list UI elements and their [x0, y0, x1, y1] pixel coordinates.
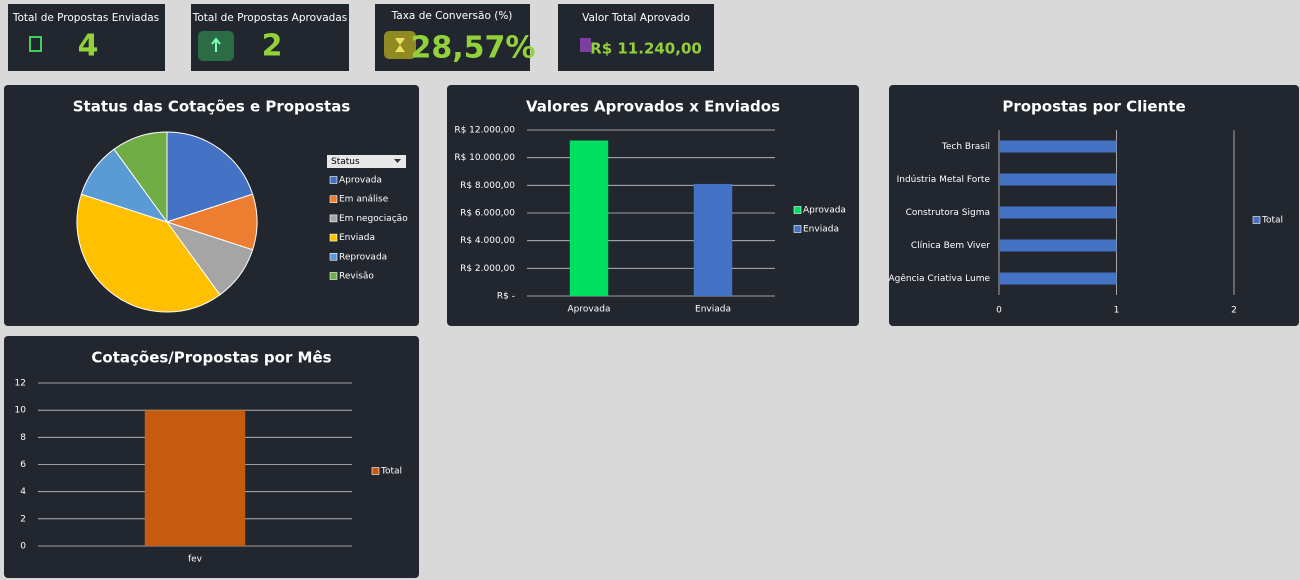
x-tick-label: Enviada — [695, 305, 731, 315]
x-tick-label: fev — [188, 555, 203, 565]
chart-title: Propostas por Cliente — [1002, 98, 1185, 116]
kpi-card: Valor Total Aprovado R$ 11.240,00 — [558, 4, 714, 71]
legend-swatch — [329, 253, 338, 261]
bar — [999, 272, 1117, 285]
bar — [144, 410, 246, 546]
y-tick-label: 0 — [20, 542, 26, 552]
legend-label: Total — [380, 467, 402, 477]
legend-swatch — [793, 225, 802, 233]
y-tick-label: Agência Criativa Lume — [888, 273, 990, 284]
kpi-icon-arrow — [211, 37, 221, 52]
kpi-value: R$ 11.240,00 — [590, 40, 702, 58]
y-tick-label: R$ - — [497, 292, 515, 302]
kpi-label: Taxa de Conversão (%) — [391, 10, 513, 22]
legend-label: Em análise — [339, 195, 389, 205]
card-background — [558, 4, 714, 71]
y-tick-label: R$ 10.000,00 — [454, 153, 515, 163]
bar — [999, 173, 1117, 186]
kpi-card: Total de Propostas Aprovadas 2 — [191, 4, 349, 71]
kpi-card: Taxa de Conversão (%) 28,57% — [375, 4, 535, 71]
chart-title: Cotações/Propostas por Mês — [91, 349, 331, 367]
kpi-icon — [29, 36, 42, 52]
y-tick-label: 10 — [15, 406, 27, 416]
y-tick-label: R$ 12.000,00 — [454, 126, 515, 136]
y-tick-label: 6 — [20, 460, 26, 470]
y-tick-label: R$ 8.000,00 — [460, 181, 515, 191]
bar — [693, 183, 733, 296]
pie-slice — [76, 193, 221, 313]
y-tick-label: Indústria Metal Forte — [897, 175, 991, 185]
y-tick-label: 8 — [20, 433, 26, 443]
kpi-label: Valor Total Aprovado — [582, 12, 690, 24]
legend-swatch — [1252, 216, 1261, 224]
legend-label: Reprovada — [339, 252, 387, 262]
kpi-label: Total de Propostas Aprovadas — [192, 12, 347, 24]
legend-label: Enviada — [339, 233, 375, 243]
legend-label: Aprovada — [803, 206, 846, 216]
legend-swatch — [329, 272, 338, 280]
x-tick-label: 0 — [996, 306, 1002, 316]
kpi-value: 28,57% — [411, 31, 536, 66]
x-tick-label: 2 — [1231, 306, 1237, 316]
pie-slice — [113, 131, 168, 224]
legend-swatch — [329, 214, 338, 223]
bar — [569, 140, 609, 296]
x-tick-label: 1 — [1114, 306, 1120, 316]
kpi-label: Total de Propostas Enviadas — [12, 12, 159, 24]
legend-swatch — [329, 195, 338, 203]
y-tick-label: Clínica Bem Viver — [911, 241, 990, 251]
legend-swatch — [793, 206, 802, 214]
kpi-icon — [580, 38, 591, 52]
y-tick-label: R$ 6.000,00 — [460, 209, 515, 219]
chart-panel — [447, 85, 859, 326]
x-tick-label: Aprovada — [568, 305, 611, 315]
y-tick-label: R$ 4.000,00 — [460, 236, 515, 246]
y-tick-label: Tech Brasil — [941, 142, 990, 152]
legend-label: Total — [1261, 216, 1283, 226]
y-tick-label: 2 — [20, 514, 26, 524]
bar — [999, 239, 1117, 252]
kpi-value: 2 — [262, 29, 283, 64]
kpi-value: 4 — [78, 29, 99, 64]
chart-title: Status das Cotações e Propostas — [73, 98, 351, 116]
y-tick-label: Construtora Sigma — [906, 208, 990, 218]
bar — [999, 140, 1117, 153]
legend-label: Aprovada — [339, 176, 382, 186]
legend-filter[interactable] — [327, 155, 406, 168]
y-tick-label: R$ 2.000,00 — [460, 264, 515, 274]
kpi-icon-hourglass — [395, 38, 405, 52]
legend-title: Status — [331, 157, 360, 167]
dropdown-arrow — [394, 159, 401, 163]
pie-slice — [166, 131, 254, 223]
kpi-card: Total de Propostas Enviadas 4 — [8, 4, 165, 71]
y-tick-label: 4 — [20, 487, 26, 497]
legend-swatch — [371, 467, 380, 475]
chart-title: Valores Aprovados x Enviados — [526, 98, 780, 116]
legend-swatch — [329, 233, 338, 242]
legend-label: Enviada — [803, 225, 839, 235]
chart-panel — [889, 85, 1299, 326]
legend-label: Em negociação — [339, 214, 408, 224]
legend-label: Revisão — [339, 272, 374, 282]
legend-swatch — [329, 176, 338, 184]
bar — [999, 206, 1117, 219]
y-tick-label: 12 — [15, 379, 26, 389]
